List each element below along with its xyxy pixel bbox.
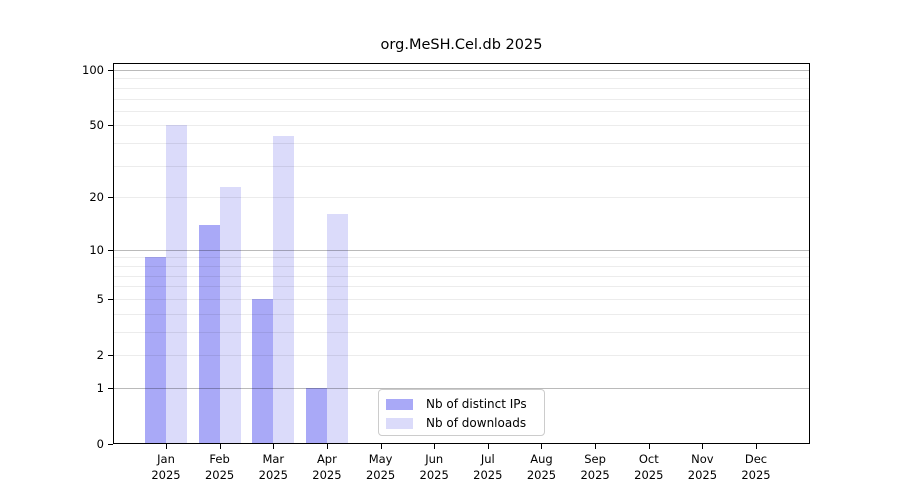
y-tick-20 bbox=[108, 197, 113, 198]
gridline-minor-70 bbox=[114, 98, 809, 100]
x-tick-label-jul: Jul 2025 bbox=[473, 452, 503, 482]
x-tick-jan bbox=[166, 444, 167, 449]
gridline-major-1 bbox=[114, 387, 809, 389]
x-tick-label-feb: Feb 2025 bbox=[204, 452, 235, 482]
x-tick-sep bbox=[595, 444, 596, 449]
bar-downloads-feb bbox=[219, 186, 241, 443]
legend-item-distinct-ips: Nb of distinct IPs bbox=[386, 395, 544, 414]
legend-item-downloads: Nb of downloads bbox=[386, 414, 544, 433]
gridline-minor-8 bbox=[114, 265, 809, 267]
gridline-minor-80 bbox=[114, 87, 809, 89]
bar-downloads-jan bbox=[166, 125, 187, 443]
gridline-minor-3 bbox=[114, 331, 809, 333]
x-tick-label-jun: Jun 2025 bbox=[419, 452, 449, 482]
y-tick-label-10: 10 bbox=[89, 242, 104, 257]
y-tick-label-0: 0 bbox=[96, 437, 104, 451]
x-tick-label-apr: Apr 2025 bbox=[312, 452, 342, 482]
y-tick-100 bbox=[108, 70, 113, 71]
y-tick-label-100: 100 bbox=[82, 63, 104, 77]
x-tick-apr bbox=[327, 444, 328, 449]
y-tick-0 bbox=[108, 444, 113, 445]
y-tick-label-5: 5 bbox=[96, 291, 104, 306]
x-tick-jul bbox=[488, 444, 489, 449]
x-tick-jun bbox=[434, 444, 435, 449]
plot-area: Nb of distinct IPs Nb of downloads bbox=[113, 63, 810, 444]
x-tick-label-jan: Jan 2025 bbox=[151, 452, 181, 482]
legend: Nb of distinct IPs Nb of downloads bbox=[378, 389, 545, 436]
gridline-minor-9 bbox=[114, 257, 809, 259]
x-tick-label-sep: Sep 2025 bbox=[580, 452, 610, 482]
gridline-minor-90 bbox=[114, 78, 809, 80]
gridline-major-10 bbox=[114, 249, 809, 251]
x-tick-may bbox=[381, 444, 382, 449]
bar-distinct-ips-apr bbox=[305, 387, 327, 443]
y-tick-10 bbox=[108, 250, 113, 251]
x-tick-aug bbox=[541, 444, 542, 449]
gridline-minor-6 bbox=[114, 286, 809, 288]
x-tick-label-oct: Oct 2025 bbox=[634, 452, 664, 482]
legend-swatch-distinct-ips bbox=[386, 399, 413, 410]
x-tick-mar bbox=[273, 444, 274, 449]
chart-title: org.MeSH.Cel.db 2025 bbox=[380, 37, 543, 53]
gridline-major-100 bbox=[114, 70, 809, 71]
y-tick-label-50: 50 bbox=[89, 118, 104, 133]
bar-downloads-mar bbox=[273, 135, 295, 443]
y-tick-1 bbox=[108, 388, 113, 389]
x-tick-label-aug: Aug 2025 bbox=[526, 452, 557, 482]
gridline-minor-7 bbox=[114, 275, 809, 277]
y-tick-label-2: 2 bbox=[96, 348, 104, 362]
legend-label-downloads: Nb of downloads bbox=[426, 416, 527, 430]
gridline-minor-4 bbox=[114, 313, 809, 315]
gridline-minor-40 bbox=[114, 143, 809, 145]
legend-swatch-downloads bbox=[386, 418, 413, 429]
x-tick-label-nov: Nov 2025 bbox=[687, 452, 718, 482]
y-tick-5 bbox=[108, 299, 113, 300]
x-tick-oct bbox=[649, 444, 650, 449]
bar-distinct-ips-mar bbox=[252, 298, 274, 443]
bar-distinct-ips-jan bbox=[145, 257, 166, 443]
bar-downloads-apr bbox=[326, 214, 348, 443]
bar-distinct-ips-feb bbox=[198, 224, 220, 443]
x-tick-nov bbox=[702, 444, 703, 449]
gridline-minor-60 bbox=[114, 110, 809, 112]
gridline-minor-2 bbox=[114, 355, 809, 356]
x-tick-feb bbox=[220, 444, 221, 449]
y-tick-50 bbox=[108, 125, 113, 126]
gridline-minor-5 bbox=[114, 298, 809, 300]
x-tick-label-mar: Mar 2025 bbox=[258, 452, 288, 482]
y-tick-label-20: 20 bbox=[89, 190, 104, 205]
gridline-minor-30 bbox=[114, 165, 809, 167]
x-tick-label-may: May 2025 bbox=[365, 452, 396, 482]
legend-label-distinct-ips: Nb of distinct IPs bbox=[426, 397, 527, 411]
gridline-minor-50 bbox=[114, 125, 809, 127]
gridline-minor-20 bbox=[114, 197, 809, 199]
x-tick-label-dec: Dec 2025 bbox=[741, 452, 771, 482]
y-tick-label-1: 1 bbox=[96, 380, 104, 395]
y-tick-2 bbox=[108, 355, 113, 356]
x-tick-dec bbox=[756, 444, 757, 449]
